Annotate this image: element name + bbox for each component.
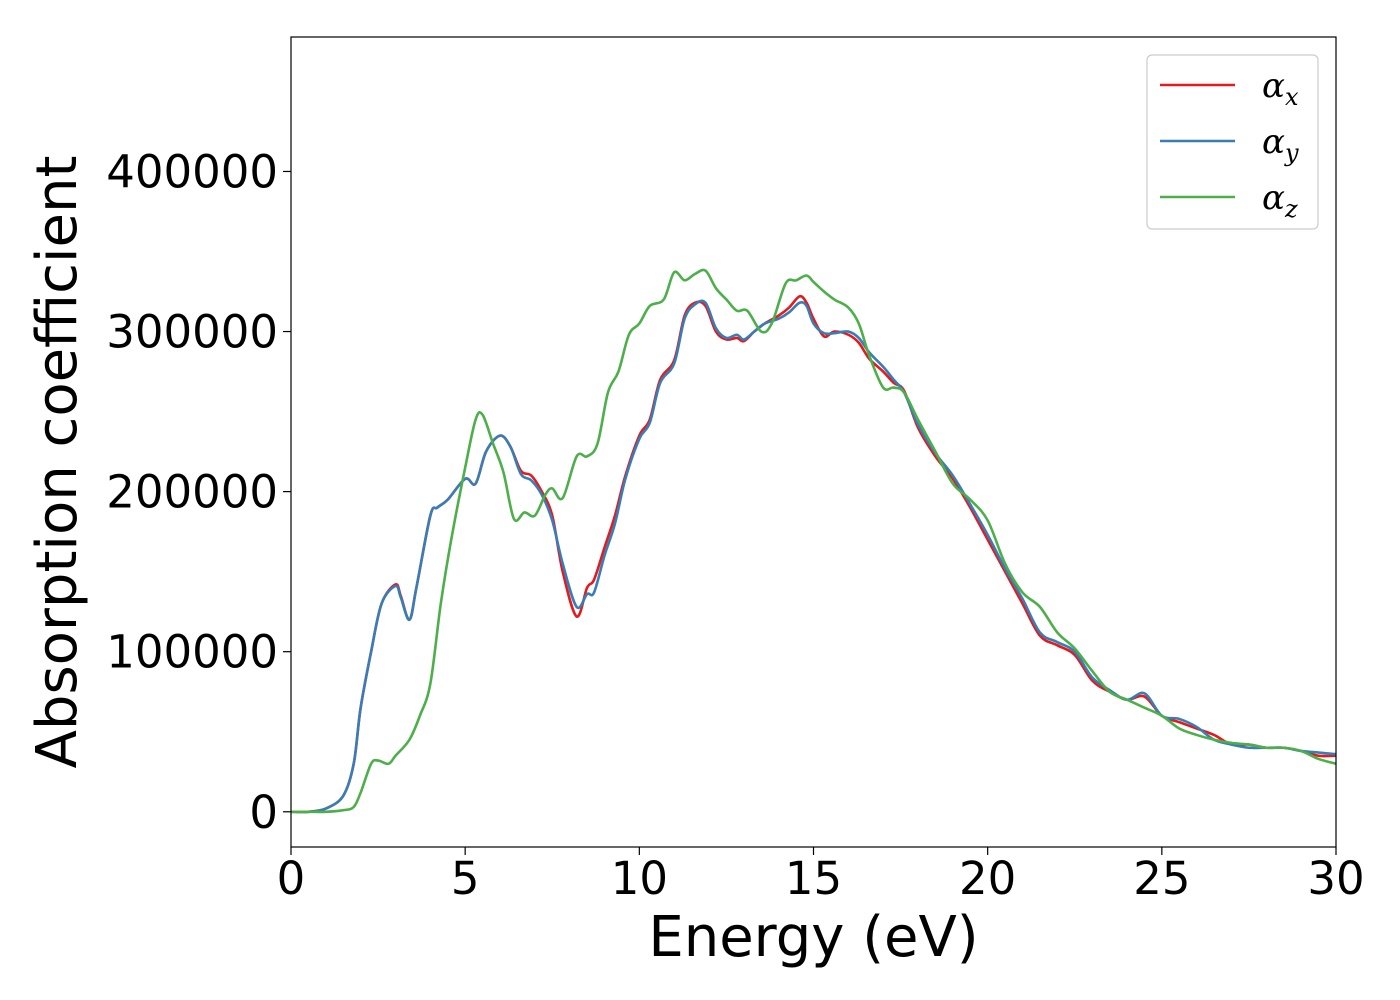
legend-item-z: αz: [1160, 178, 1298, 223]
x-axis-title: Energy (eV): [648, 905, 978, 970]
y-axis-title: Absorption coefficient: [25, 156, 90, 769]
x-tick-label: 15: [785, 852, 842, 905]
y-tick-label: 0: [249, 786, 278, 839]
y-axis: 0 100000 200000 300000 400000: [106, 145, 291, 839]
legend-label: αx: [1262, 66, 1299, 111]
y-tick-label: 100000: [106, 626, 278, 679]
series-line-y: [290, 299, 1337, 814]
x-tick-label: 20: [959, 852, 1016, 905]
plot-lines: [290, 268, 1337, 814]
series-line-z: [291, 268, 1337, 814]
legend-label: αz: [1262, 178, 1298, 223]
y-tick-label: 400000: [106, 145, 278, 198]
legend: αx αy αz: [1146, 54, 1319, 230]
legend-label: αy: [1262, 122, 1299, 167]
x-axis: 0 5 10 15 20 25 30: [277, 847, 1365, 905]
x-tick-label: 30: [1307, 852, 1364, 905]
x-tick-label: 0: [277, 852, 306, 905]
y-tick-label: 300000: [106, 306, 278, 359]
x-tick-label: 5: [451, 852, 480, 905]
x-tick-label: 10: [611, 852, 668, 905]
x-tick-label: 25: [1133, 852, 1190, 905]
legend-item-y: αy: [1160, 122, 1299, 167]
y-tick-label: 200000: [106, 466, 278, 519]
legend-item-x: αx: [1160, 66, 1299, 111]
